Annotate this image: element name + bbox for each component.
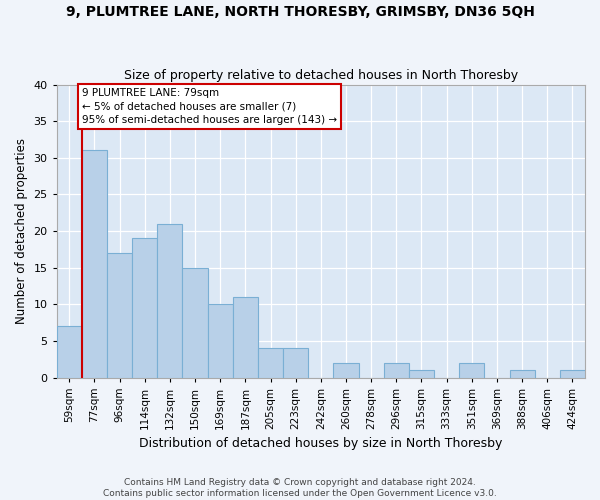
Bar bbox=[132, 238, 157, 378]
Bar bbox=[57, 326, 82, 378]
Bar bbox=[283, 348, 308, 378]
Y-axis label: Number of detached properties: Number of detached properties bbox=[15, 138, 28, 324]
Bar bbox=[384, 363, 409, 378]
Text: 9 PLUMTREE LANE: 79sqm
← 5% of detached houses are smaller (7)
95% of semi-detac: 9 PLUMTREE LANE: 79sqm ← 5% of detached … bbox=[82, 88, 337, 124]
Text: 9, PLUMTREE LANE, NORTH THORESBY, GRIMSBY, DN36 5QH: 9, PLUMTREE LANE, NORTH THORESBY, GRIMSB… bbox=[65, 5, 535, 19]
Bar bbox=[208, 304, 233, 378]
Bar bbox=[107, 253, 132, 378]
Bar bbox=[258, 348, 283, 378]
Text: Contains HM Land Registry data © Crown copyright and database right 2024.
Contai: Contains HM Land Registry data © Crown c… bbox=[103, 478, 497, 498]
Bar bbox=[509, 370, 535, 378]
Bar bbox=[409, 370, 434, 378]
Bar bbox=[459, 363, 484, 378]
Bar bbox=[82, 150, 107, 378]
Bar bbox=[182, 268, 208, 378]
X-axis label: Distribution of detached houses by size in North Thoresby: Distribution of detached houses by size … bbox=[139, 437, 503, 450]
Bar bbox=[334, 363, 359, 378]
Title: Size of property relative to detached houses in North Thoresby: Size of property relative to detached ho… bbox=[124, 69, 518, 82]
Bar bbox=[157, 224, 182, 378]
Bar bbox=[560, 370, 585, 378]
Bar bbox=[233, 297, 258, 378]
